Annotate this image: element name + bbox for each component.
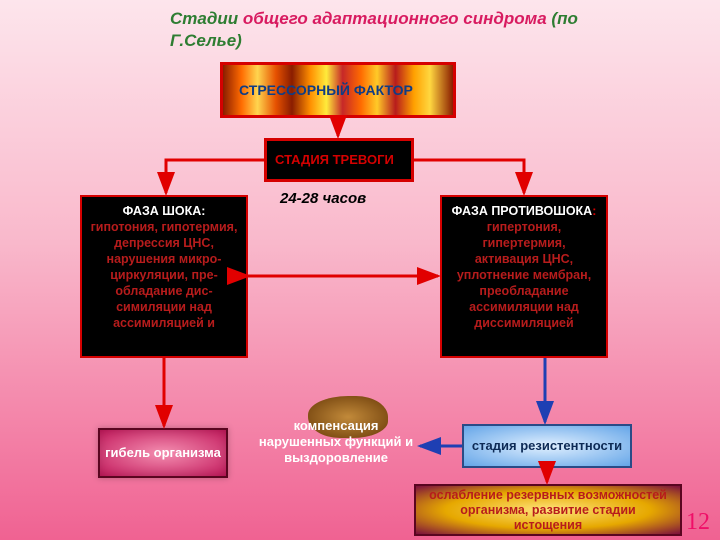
stressor-box: СТРЕССОРНЫЙ ФАКТОР	[220, 62, 456, 118]
duration-label: 24-28 часов	[280, 190, 366, 207]
compensation-label: компенсация нарушенных функций и выздоро…	[258, 418, 414, 467]
exhaustion-label: ослабление резервных возможностей органи…	[426, 488, 670, 533]
title-part1: Стадии	[170, 9, 243, 28]
antishock-phase-box: ФАЗА ПРОТИВОШОКА: гипертония, гипертерми…	[440, 195, 608, 358]
shock-phase-box: ФАЗА ШОКА: гипотония, гипотермия, депрес…	[80, 195, 248, 358]
antishock-colon: :	[592, 204, 596, 218]
alarm-stage-box: СТАДИЯ ТРЕВОГИ	[264, 138, 414, 182]
exhaustion-box: ослабление резервных возможностей органи…	[414, 484, 682, 536]
shock-head: ФАЗА ШОКА:	[123, 204, 206, 218]
antishock-head: ФАЗА ПРОТИВОШОКА	[452, 204, 593, 218]
stressor-label: СТРЕССОРНЫЙ ФАКТОР	[239, 82, 413, 99]
alarm-stage-label: СТАДИЯ ТРЕВОГИ	[275, 153, 394, 168]
resistance-box: стадия резистентности	[462, 424, 632, 468]
death-label: гибель организма	[105, 445, 221, 461]
death-box: гибель организма	[98, 428, 228, 478]
shock-body: гипотония, гипотермия, депрессия ЦНС, на…	[91, 220, 238, 330]
slide-number: 12	[686, 509, 710, 536]
compensation-box: компенсация нарушенных функций и выздоро…	[258, 402, 414, 482]
antishock-body: гипертония, гипертермия, активация ЦНС, …	[457, 220, 591, 330]
title-part2: общего адаптационного синдрома	[243, 9, 552, 28]
resistance-label: стадия резистентности	[472, 439, 622, 454]
page-title: Стадии общего адаптационного синдрома (п…	[170, 8, 600, 52]
